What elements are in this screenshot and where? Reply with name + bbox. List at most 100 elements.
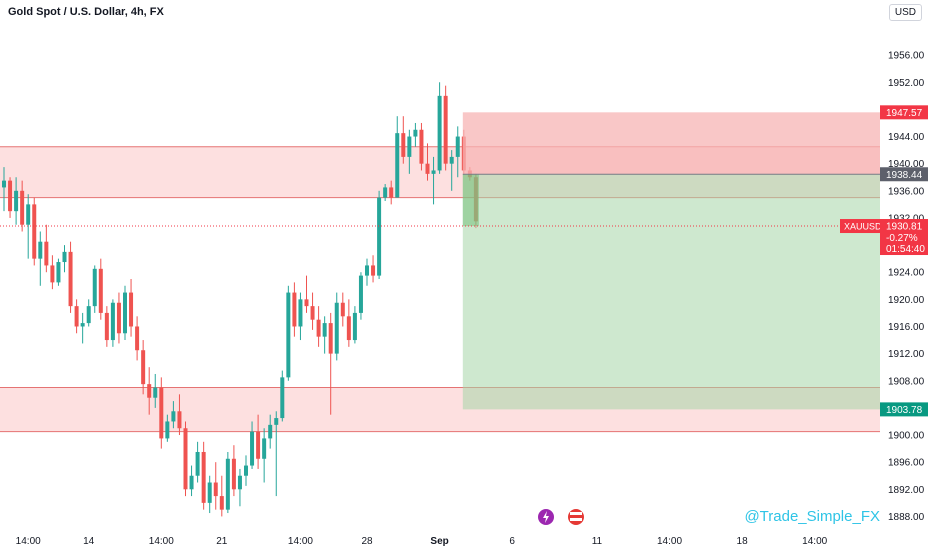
candle-body [365, 265, 369, 276]
y-tick-label: 1888.00 [888, 512, 925, 523]
open-pnl-zone [462, 174, 479, 227]
candle-body [56, 262, 61, 283]
candle-body [104, 312, 109, 341]
candle-body [358, 275, 363, 313]
x-tick-label: 14:00 [657, 536, 682, 547]
price-axis: 1888.001892.001896.001900.001904.001908.… [840, 0, 932, 550]
candle-body [189, 475, 194, 490]
change-label: -0.27% [886, 233, 918, 244]
candle-body [244, 465, 248, 476]
candle-body [262, 438, 267, 459]
stop-price-label: 1947.57 [886, 108, 923, 119]
candle-body [401, 133, 406, 157]
candle-body [38, 241, 43, 259]
candle-body [304, 299, 309, 307]
y-tick-label: 1944.00 [888, 132, 925, 143]
candle-body [395, 133, 400, 198]
candle-body [256, 431, 261, 459]
candle-body [346, 316, 351, 341]
candle-body [135, 326, 140, 351]
candle-body [183, 428, 188, 490]
symbol-tag-bg [840, 219, 880, 234]
candle-body [195, 451, 200, 476]
x-tick-label: 21 [216, 536, 228, 547]
position-layer [0, 112, 880, 410]
x-tick-label: 28 [361, 536, 373, 547]
y-tick-label: 1916.00 [888, 322, 925, 333]
candle-body [225, 458, 230, 510]
x-tick-label: 14:00 [802, 536, 827, 547]
currency-badge[interactable]: USD [888, 4, 922, 21]
candle-body [153, 387, 158, 398]
symbol-tag: XAUUSD [844, 222, 882, 232]
candle-body [116, 302, 121, 334]
x-tick-label: 11 [592, 536, 603, 547]
entry-price-label-bg [880, 167, 928, 182]
candle-body [129, 292, 134, 327]
candle-body [147, 384, 152, 398]
flag-stripe-icon [570, 518, 582, 521]
candle-body [419, 129, 424, 164]
chart-title: Gold Spot / U.S. Dollar, 4h, FX [8, 6, 164, 18]
candle-body [98, 268, 103, 313]
candle-body [316, 319, 321, 337]
x-tick-label: 18 [737, 536, 749, 547]
y-tick-label: 1900.00 [888, 431, 925, 442]
candle-body [110, 302, 115, 341]
candle-body [177, 411, 182, 429]
candle-body [286, 292, 291, 378]
candle-body [298, 299, 303, 327]
candle-body [62, 251, 67, 263]
candle-body [377, 197, 382, 276]
candle-body [44, 241, 49, 266]
y-tick-label: 1936.00 [888, 186, 925, 197]
candle-body [213, 482, 218, 497]
x-tick-label: 14:00 [16, 536, 41, 547]
candle-body [443, 95, 448, 164]
candle-body [80, 323, 85, 327]
time-axis: 14:00 14 14:00 21 14:00 28 Sep 6 11 14:00 18 14:00 [16, 536, 828, 547]
candle-body [449, 156, 454, 164]
y-tick-label: 1912.00 [888, 349, 925, 360]
candle-body [371, 265, 376, 276]
candle-body [334, 302, 339, 354]
y-tick-label: 1892.00 [888, 485, 925, 496]
candle-body [425, 163, 430, 174]
candle-body [389, 187, 394, 198]
candles-layer [2, 82, 478, 517]
candle-body [92, 268, 97, 307]
y-tick-label: 1920.00 [888, 295, 925, 306]
candle-body [32, 204, 37, 259]
candle-body [437, 95, 442, 171]
entry-price-label: 1938.44 [886, 170, 923, 181]
x-tick-label: 14:00 [149, 536, 174, 547]
candle-body [123, 292, 127, 334]
candle-body [280, 377, 285, 419]
flag-stripe-icon [570, 512, 582, 515]
events-layer [538, 509, 584, 525]
candle-body [8, 180, 13, 212]
y-tick-label: 1908.00 [888, 376, 925, 387]
current-price-label: 1930.81 [886, 222, 923, 233]
candle-body [231, 458, 236, 490]
candle-body [310, 306, 315, 320]
y-tick-label: 1924.00 [888, 268, 925, 279]
watermark: @Trade_Simple_FX [744, 508, 880, 525]
candle-body [268, 424, 273, 439]
target-price-label-bg [880, 402, 928, 417]
y-tick-label: 1952.00 [888, 78, 925, 89]
us-flag-event-icon [568, 509, 584, 525]
candle-body [201, 451, 206, 503]
candle-body [141, 350, 146, 385]
candle-body [20, 190, 25, 225]
candle-body [322, 323, 327, 337]
candle-body [2, 180, 6, 188]
candle-body [413, 129, 418, 137]
x-tick-label: 14:00 [288, 536, 313, 547]
candle-body [74, 306, 79, 327]
candle-body [352, 312, 357, 341]
stop-price-label-bg [880, 105, 928, 120]
x-tick-label: Sep [430, 536, 448, 547]
